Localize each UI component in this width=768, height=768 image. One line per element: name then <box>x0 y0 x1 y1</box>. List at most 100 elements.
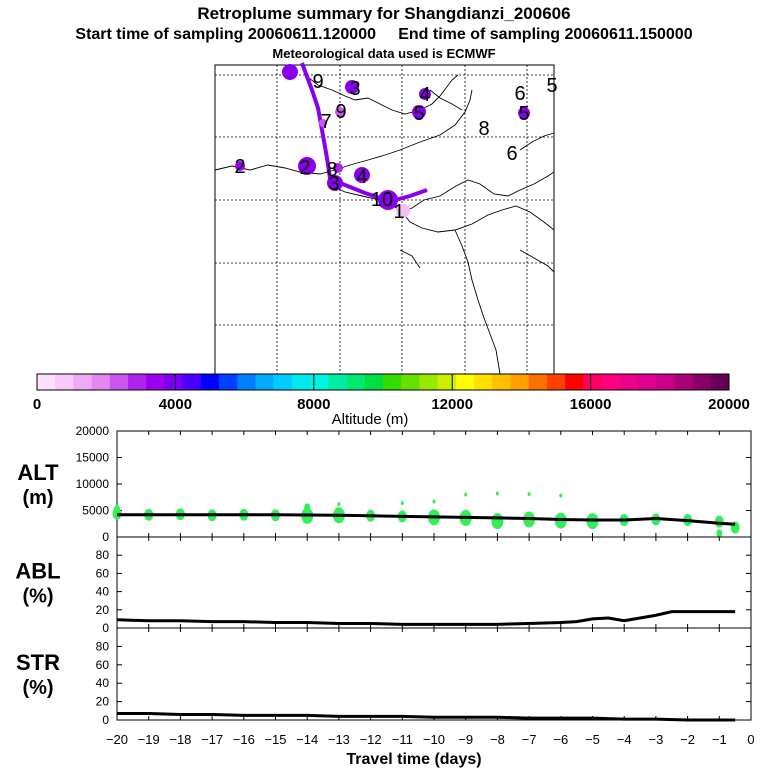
cluster-marker <box>235 161 245 171</box>
colorbar-cell <box>528 374 548 390</box>
x-tick-label: −20 <box>106 732 128 747</box>
y-tick-label: 10000 <box>76 477 110 491</box>
colorbar-cell <box>328 374 347 390</box>
colorbar-cell <box>419 374 438 390</box>
panel-ylabel-unit: (%) <box>22 586 53 608</box>
x-tick-label: −18 <box>169 732 191 747</box>
x-tick-label: −15 <box>264 732 286 747</box>
day-label: 4 <box>419 84 430 106</box>
x-tick-label: −2 <box>680 732 695 747</box>
colorbar-tick-label: 12000 <box>431 396 473 413</box>
plume-point <box>495 491 499 496</box>
x-tick-label: −12 <box>360 732 382 747</box>
altitude-colorbar: 0 4000 8000 12000 16000 20000 Altitude (m) <box>33 373 750 428</box>
panel-ylabel: STR <box>16 650 60 675</box>
day-label: 7 <box>320 111 331 133</box>
plume-point <box>527 492 531 497</box>
colorbar-cell <box>437 374 457 390</box>
y-tick-label: 20 <box>96 603 110 617</box>
panel-abl: 0 20 40 60 80 ABL(%) <box>15 536 752 635</box>
plume-point <box>464 492 468 497</box>
series-line <box>117 712 736 722</box>
colorbar-cell <box>37 374 56 390</box>
cluster-marker <box>345 80 359 94</box>
day-label: 8 <box>478 118 489 140</box>
map-frame <box>214 64 555 375</box>
day-label: 10 <box>371 189 393 211</box>
x-tick-label: −8 <box>490 732 505 747</box>
colorbar-cell <box>583 374 602 390</box>
y-tick-label: 40 <box>96 676 110 690</box>
day-label: 5 <box>413 103 424 125</box>
colorbar-cell <box>619 374 639 390</box>
meteorological-data-note: Meteorological data used is ECMWF <box>272 46 496 61</box>
colorbar-cell <box>637 374 657 390</box>
cluster-marker <box>333 163 343 173</box>
colorbar-cell <box>474 374 493 390</box>
x-tick-label: −13 <box>328 732 350 747</box>
colorbar-cell <box>55 374 74 390</box>
x-tick-label: 0 <box>747 732 754 747</box>
day-label: 9 <box>335 101 346 123</box>
colorbar-cell <box>219 374 238 390</box>
series-line <box>117 513 736 526</box>
x-tick-label: −16 <box>233 732 255 747</box>
colorbar-cell <box>455 374 475 390</box>
colorbar-cell <box>91 374 111 390</box>
day-label: 3 <box>328 173 339 195</box>
colorbar-cell <box>237 374 256 390</box>
colorbar-cell <box>546 374 566 390</box>
colorbar-cell <box>346 374 366 390</box>
x-tick-label: −10 <box>423 732 445 747</box>
cluster-marker <box>335 107 345 117</box>
plume-point <box>400 501 404 506</box>
y-tick-label: 80 <box>96 548 110 562</box>
day-label: 4 <box>356 166 367 188</box>
x-tick-label: −9 <box>458 732 473 747</box>
colorbar-cell <box>401 374 420 390</box>
x-tick-label: −19 <box>138 732 160 747</box>
colorbar-cell <box>182 374 202 390</box>
colorbar-cell <box>656 374 675 390</box>
y-tick-label: 15000 <box>76 451 110 465</box>
plume-point <box>559 493 563 498</box>
y-tick-label: 0 <box>102 530 109 544</box>
colorbar-cell <box>73 374 92 390</box>
colorbar-cell <box>601 374 621 390</box>
day-label: 1 <box>393 201 404 223</box>
cluster-marker <box>412 105 426 119</box>
colorbar-cell <box>200 374 220 390</box>
colorbar-ticks: 0 4000 8000 12000 16000 20000 <box>33 374 750 413</box>
colorbar-cell <box>674 374 693 390</box>
day-label: 2 <box>299 157 310 179</box>
panel-ylabel-unit: (m) <box>22 487 53 509</box>
x-tick-label: −17 <box>201 732 223 747</box>
cluster-marker <box>396 204 410 218</box>
panel-ylabel-unit: (%) <box>22 677 53 699</box>
y-tick-label: 20000 <box>76 424 110 438</box>
day-label: 5 <box>546 75 557 97</box>
colorbar-cell <box>492 374 511 390</box>
panel-frame <box>116 627 752 721</box>
colorbar-cell <box>146 374 165 390</box>
panel-ylabel: ABL <box>15 559 60 584</box>
plume-point <box>114 504 120 513</box>
plume-point <box>432 499 436 504</box>
day-label: 6 <box>514 83 525 105</box>
colorbar-cell <box>565 374 584 390</box>
colorbar-tick-label: 20000 <box>708 396 750 413</box>
colorbar-cell <box>383 374 402 390</box>
x-tick-label: −6 <box>553 732 568 747</box>
colorbar-tick-label: 16000 <box>570 396 612 413</box>
y-tick-label: 0 <box>102 713 109 727</box>
colorbar-cell <box>255 374 275 390</box>
colorbar-cell <box>510 374 529 390</box>
cluster-marker <box>419 88 431 100</box>
colorbar-tick-label: 4000 <box>159 396 192 413</box>
x-tick-label: −7 <box>522 732 537 747</box>
colorbar-label: Altitude (m) <box>332 411 409 428</box>
y-tick-label: 80 <box>96 639 110 653</box>
